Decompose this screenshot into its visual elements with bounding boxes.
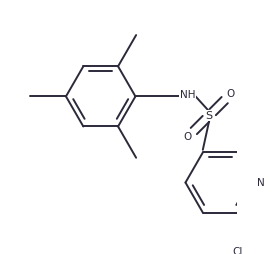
Text: S: S (206, 110, 213, 121)
Text: Cl: Cl (232, 247, 243, 254)
Text: NH: NH (180, 90, 195, 100)
Text: O: O (227, 89, 235, 99)
Text: N: N (257, 178, 265, 187)
Text: O: O (184, 132, 192, 142)
